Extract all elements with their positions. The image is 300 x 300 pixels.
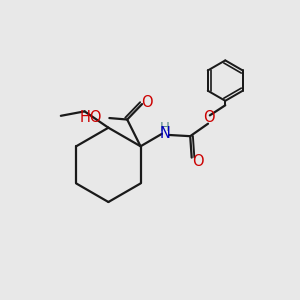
Text: O: O	[192, 154, 203, 169]
Text: N: N	[160, 126, 170, 141]
Text: HO: HO	[80, 110, 102, 125]
Text: O: O	[203, 110, 215, 125]
Text: O: O	[142, 95, 153, 110]
Text: H: H	[160, 121, 170, 134]
